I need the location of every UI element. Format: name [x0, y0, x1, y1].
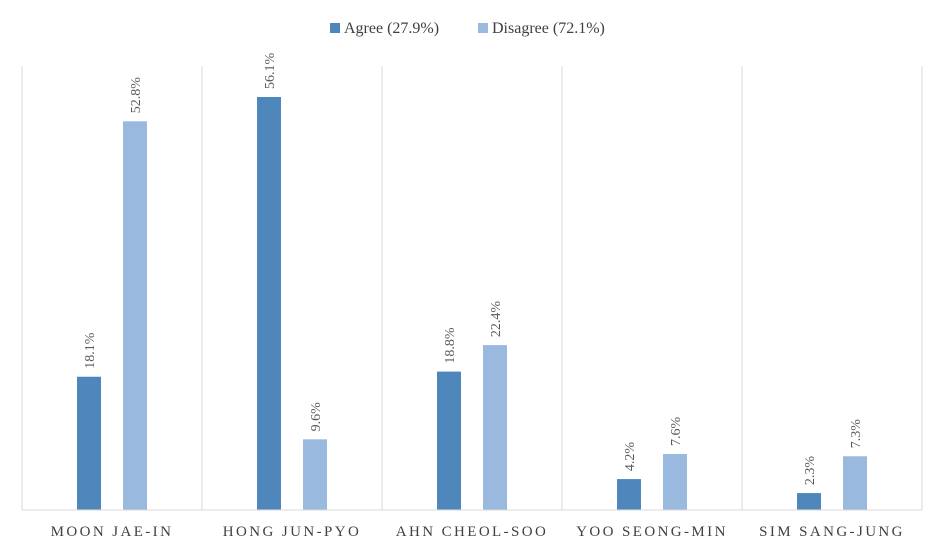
bar-disagree-sim-sang-jung [843, 456, 867, 510]
bar-disagree-hong-jun-pyo [303, 439, 327, 510]
x-tick-label-yoo-seong-min: YOO SEONG-MIN [576, 524, 728, 540]
x-tick-labels: MOON JAE-IN HONG JUN-PYO AHN CHEOL-SOO YOO … [51, 524, 905, 540]
bar-agree-moon-jae-in [77, 376, 101, 510]
data-label-agree-sim-sang-jung: 2.3% [803, 456, 818, 486]
bar-disagree-ahn-cheol-soo [483, 345, 507, 510]
bar-agree-yoo-seong-min [617, 479, 641, 510]
legend-label-agree: Agree (27.9%) [344, 20, 439, 37]
legend-label-disagree: Disagree (72.1%) [492, 20, 605, 37]
data-label-agree-yoo-seong-min: 4.2% [623, 442, 638, 472]
category-separators [21, 66, 923, 510]
bar-agree-hong-jun-pyo [257, 97, 281, 510]
x-tick-label-moon-jae-in: MOON JAE-IN [51, 524, 174, 540]
legend-swatch-disagree [478, 23, 488, 33]
data-label-agree-ahn-cheol-soo: 18.8% [443, 327, 458, 364]
data-label-agree-hong-jun-pyo: 56.1% [263, 53, 278, 90]
bar-agree-ahn-cheol-soo [437, 371, 461, 510]
x-tick-label-hong-jun-pyo: HONG JUN-PYO [223, 524, 361, 540]
bar-disagree-yoo-seong-min [663, 454, 687, 510]
data-label-agree-moon-jae-in: 18.1% [83, 332, 98, 369]
legend: Agree (27.9%) Disagree (72.1%) [330, 20, 605, 37]
data-label-disagree-sim-sang-jung: 7.3% [849, 419, 864, 449]
x-tick-label-sim-sang-jung: SIM SANG-JUNG [759, 524, 905, 540]
bar-disagree-moon-jae-in [123, 121, 147, 510]
data-label-disagree-moon-jae-in: 52.8% [129, 77, 144, 114]
legend-swatch-agree [330, 23, 340, 33]
data-label-disagree-hong-jun-pyo: 9.6% [309, 402, 324, 432]
x-tick-label-ahn-cheol-soo: AHN CHEOL-SOO [396, 524, 548, 540]
data-label-disagree-yoo-seong-min: 7.6% [669, 417, 684, 447]
data-labels-group: 18.1% 52.8% 56.1% 9.6% 18.8% 22.4% 4.2% 7.6% 2.3… [83, 53, 864, 486]
data-label-disagree-ahn-cheol-soo: 22.4% [489, 301, 504, 338]
bar-agree-sim-sang-jung [797, 493, 821, 510]
bars-group [77, 97, 867, 510]
